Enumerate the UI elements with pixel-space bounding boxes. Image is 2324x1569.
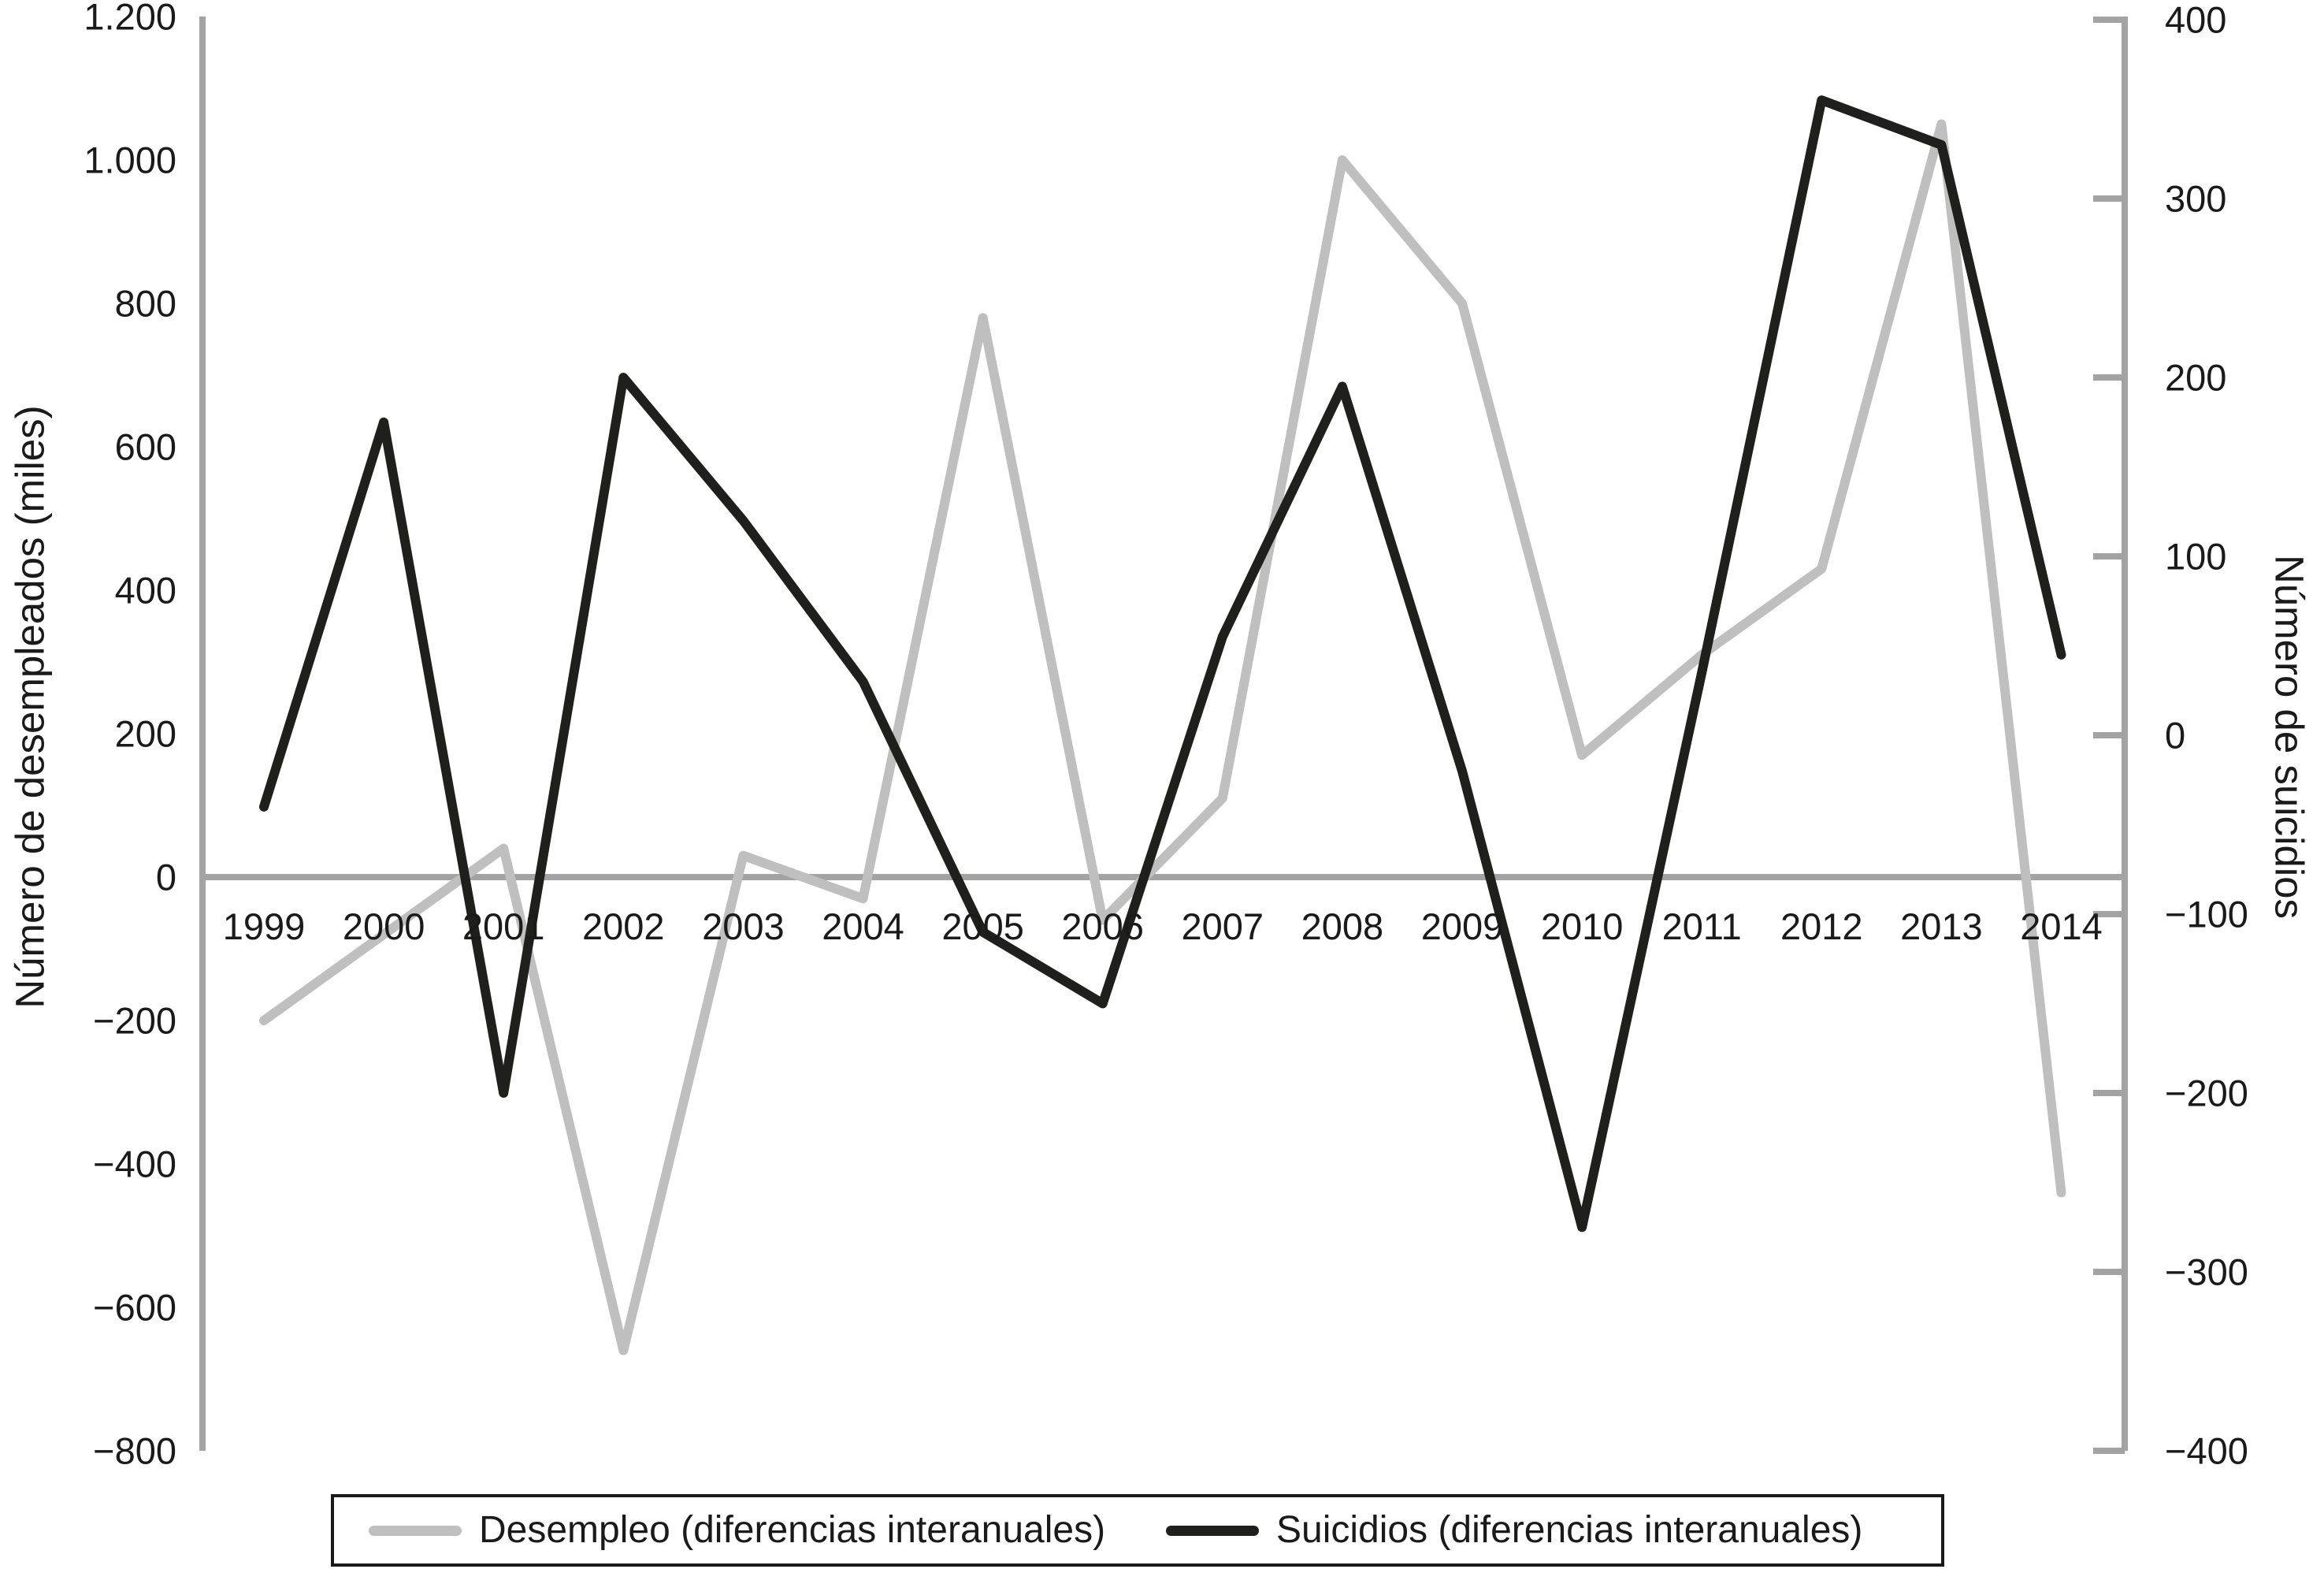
left-axis-tick-label: 800	[114, 282, 176, 325]
left-axis-title: Número de desempleados (miles)	[7, 405, 53, 1009]
right-axis-tick-label: 300	[2165, 177, 2227, 220]
left-axis-tick-label: −400	[93, 1143, 176, 1185]
x-axis-year-label: 1999	[222, 905, 306, 947]
left-axis-tick-label: −200	[93, 999, 176, 1042]
legend-label-suicidios: Suicidios (diferencias interanuales)	[1276, 1509, 1863, 1551]
x-axis-year-label: 2011	[1661, 905, 1742, 947]
left-axis-tick-label: 0	[155, 856, 176, 898]
suicidios-line-swatch	[1166, 1525, 1259, 1536]
x-axis-year-label: 2007	[1181, 905, 1264, 947]
legend-item-suicidios: Suicidios (diferencias interanuales)	[1166, 1511, 1862, 1549]
x-axis-year-label: 2012	[1780, 905, 1863, 947]
right-axis-title: Número de suicidios	[2266, 554, 2312, 920]
desempleo-line-swatch	[369, 1525, 462, 1536]
right-axis-tick-label: 400	[2165, 0, 2227, 41]
left-axis-tick-label: 1.000	[84, 139, 176, 181]
left-axis-tick-label: 600	[114, 426, 176, 468]
right-axis-tick-label: −100	[2165, 893, 2248, 935]
legend-item-desempleo: Desempleo (diferencias interanuales)	[369, 1511, 1105, 1549]
x-axis-year-label: 2008	[1301, 905, 1384, 947]
left-axis-tick-label: 200	[114, 712, 176, 755]
x-axis-year-label: 2014	[2020, 905, 2103, 947]
right-axis-tick-label: 0	[2165, 714, 2186, 757]
x-axis-year-label: 2002	[582, 905, 665, 947]
x-axis-year-label: 2004	[822, 905, 904, 947]
x-axis-year-label: 2010	[1540, 905, 1624, 947]
left-axis-tick-label: 400	[114, 569, 176, 612]
x-axis-year-label: 2009	[1420, 905, 1504, 947]
left-axis-tick-label: −600	[93, 1286, 176, 1329]
legend: Desempleo (diferencias interanuales) Sui…	[331, 1494, 1944, 1567]
right-axis-tick-label: −400	[2165, 1430, 2248, 1472]
x-axis-year-label: 2001	[462, 905, 545, 947]
x-axis-year-label: 2013	[1900, 905, 1983, 947]
left-axis-tick-label: 1.200	[84, 0, 176, 38]
suicidios-line	[259, 95, 2066, 1233]
x-axis-year-label: 2000	[342, 905, 425, 947]
desempleo-line	[259, 119, 2066, 1355]
right-axis-tick-label: −300	[2165, 1251, 2248, 1293]
right-axis-tick-label: −200	[2165, 1072, 2248, 1114]
right-axis-tick-label: 100	[2165, 535, 2227, 578]
legend-label-desempleo: Desempleo (diferencias interanuales)	[479, 1509, 1106, 1551]
right-axis-tick-label: 200	[2165, 356, 2227, 399]
left-axis-tick-label: −800	[93, 1430, 176, 1472]
x-axis-year-label: 2005	[941, 905, 1024, 947]
x-axis-year-label: 2006	[1061, 905, 1144, 947]
x-axis-year-label: 2003	[702, 905, 785, 947]
